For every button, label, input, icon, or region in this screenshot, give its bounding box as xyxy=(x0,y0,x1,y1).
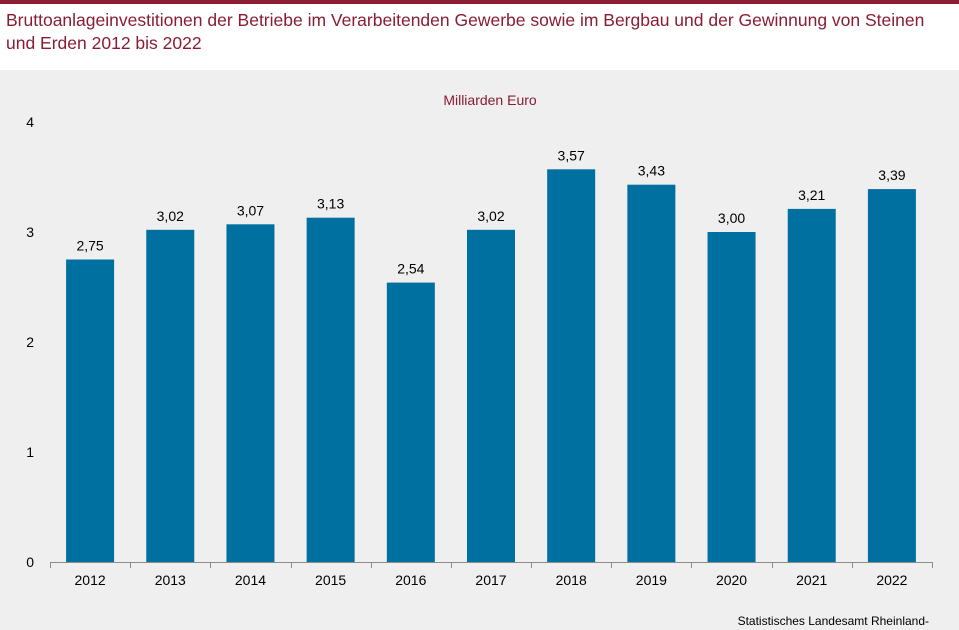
unit-label: Milliarden Euro xyxy=(443,92,537,108)
data-label: 2,54 xyxy=(397,261,424,277)
bar xyxy=(867,189,916,562)
bar xyxy=(226,224,275,563)
x-tick-label: 2013 xyxy=(155,572,186,588)
x-tick-label: 2022 xyxy=(876,572,907,588)
data-label: 3,13 xyxy=(317,196,344,212)
x-axis: 2012 2013 2014 2015 2016 2017 2018 2019 2020 2021… xyxy=(50,562,933,588)
data-label: 3,00 xyxy=(718,210,745,226)
bar xyxy=(547,169,596,563)
x-tick-label: 2019 xyxy=(636,572,667,588)
x-tick-label: 2018 xyxy=(556,572,587,588)
chart-title: Bruttoanlageinvestitionen der Betriebe i… xyxy=(6,10,925,53)
top-accent-rule xyxy=(0,0,959,4)
x-tick-label: 2016 xyxy=(395,572,426,588)
bar xyxy=(146,229,195,563)
x-tick-label: 2020 xyxy=(716,572,747,588)
source-note: Statistisches Landesamt Rheinland- xyxy=(737,614,929,628)
bar xyxy=(66,259,115,562)
y-axis: 0 1 2 3 4 xyxy=(26,114,34,570)
y-tick-label: 4 xyxy=(26,114,34,130)
bar xyxy=(627,184,676,562)
bar xyxy=(306,217,355,562)
bar xyxy=(467,229,515,563)
data-label: 3,07 xyxy=(237,202,264,218)
bar-series: 2,75 3,02 3,07 3,13 2,54 3,02 3,57 3,43 3,00 3,21… xyxy=(66,147,916,563)
x-tick-label: 2014 xyxy=(235,572,266,588)
data-label: 3,57 xyxy=(558,147,585,163)
bar xyxy=(787,208,836,562)
bar xyxy=(386,282,435,562)
data-label: 3,02 xyxy=(477,208,504,224)
bar xyxy=(707,232,756,562)
data-label: 3,02 xyxy=(157,208,184,224)
x-tick-label: 2012 xyxy=(75,572,106,588)
x-tick-label: 2015 xyxy=(315,572,346,588)
data-label: 3,43 xyxy=(638,163,665,179)
data-label: 3,21 xyxy=(798,187,825,203)
y-tick-label: 2 xyxy=(26,334,34,350)
data-label: 2,75 xyxy=(76,238,103,254)
x-tick-label: 2017 xyxy=(475,572,506,588)
x-tick-label: 2021 xyxy=(796,572,827,588)
y-tick-label: 3 xyxy=(26,224,34,240)
y-tick-label: 1 xyxy=(26,444,34,460)
y-tick-label: 0 xyxy=(26,554,34,570)
data-label: 3,39 xyxy=(878,167,905,183)
